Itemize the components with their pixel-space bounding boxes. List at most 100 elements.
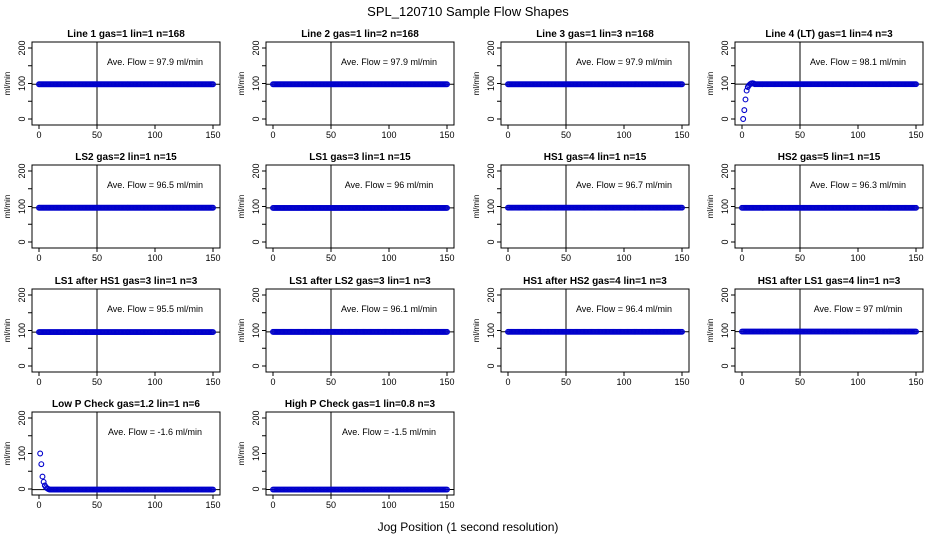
y-axis-label: ml/min [706, 72, 715, 96]
data-point [444, 81, 450, 88]
x-tick-label: 100 [616, 377, 631, 387]
x-tick-label: 50 [92, 253, 102, 263]
x-tick-label: 150 [908, 253, 923, 263]
average-flow-annotation: Ave. Flow = 96.4 ml/min [576, 304, 672, 314]
data-points [270, 328, 450, 335]
data-points [270, 204, 450, 211]
data-points [505, 81, 685, 88]
x-tick-label: 0 [36, 253, 41, 263]
x-tick-label: 150 [908, 377, 923, 387]
x-tick-label: 0 [505, 253, 510, 263]
average-flow-annotation: Ave. Flow = 97.9 ml/min [341, 57, 437, 67]
y-tick-label: 200 [17, 163, 27, 178]
panel-6: LS1 gas=3 lin=1 n=15 0 50 100 150 0 100 200 ml/m… [237, 152, 455, 263]
y-axis-label: ml/min [3, 195, 12, 219]
panel-title: LS2 gas=2 lin=1 n=15 [75, 152, 177, 163]
data-point [913, 328, 919, 335]
y-tick-label: 0 [251, 239, 261, 244]
y-axis-label: ml/min [472, 319, 481, 343]
data-point [210, 486, 216, 493]
y-tick-label: 200 [251, 287, 261, 302]
y-tick-label: 200 [251, 40, 261, 55]
x-tick-label: 100 [381, 253, 396, 263]
x-tick-label: 150 [439, 377, 454, 387]
panel-title: Line 1 gas=1 lin=1 n=168 [67, 29, 185, 40]
x-tick-label: 150 [205, 253, 220, 263]
y-tick-label: 100 [720, 199, 730, 214]
data-point [444, 204, 450, 211]
y-axis-label: ml/min [706, 319, 715, 343]
panel-7: HS1 gas=4 lin=1 n=15 0 50 100 150 0 100 200 ml/m… [472, 152, 690, 263]
x-tick-label: 150 [205, 500, 220, 510]
panel-14: High P Check gas=1 lin=0.8 n=3 0 50 100 150 0… [237, 399, 455, 510]
y-tick-label: 200 [486, 163, 496, 178]
y-tick-label: 0 [720, 116, 730, 121]
data-point [679, 204, 685, 211]
panel-title: HS1 after HS2 gas=4 lin=1 n=3 [523, 276, 667, 287]
data-point [444, 486, 450, 493]
y-tick-label: 0 [17, 239, 27, 244]
x-tick-label: 50 [795, 253, 805, 263]
y-tick-label: 100 [17, 323, 27, 338]
x-tick-label: 150 [439, 130, 454, 140]
y-tick-label: 0 [17, 363, 27, 368]
data-point [210, 329, 216, 336]
x-tick-label: 50 [326, 377, 336, 387]
x-tick-label: 0 [505, 130, 510, 140]
x-tick-label: 50 [561, 253, 571, 263]
data-points [36, 81, 216, 88]
average-flow-annotation: Ave. Flow = 96 ml/min [345, 180, 434, 190]
y-tick-label: 200 [251, 163, 261, 178]
x-tick-label: 100 [850, 130, 865, 140]
panel-1: Line 1 gas=1 lin=1 n=168 0 50 100 150 0 100 200… [3, 29, 221, 140]
y-axis-label: ml/min [472, 72, 481, 96]
y-axis-label: ml/min [237, 195, 246, 219]
y-tick-label: 200 [17, 40, 27, 55]
data-point [742, 96, 749, 103]
x-tick-label: 100 [381, 377, 396, 387]
panel-4: Line 4 (LT) gas=1 lin=4 n=3 0 50 100 150 0 100… [706, 29, 924, 140]
panel-title: LS1 gas=3 lin=1 n=15 [309, 152, 411, 163]
y-tick-label: 0 [17, 486, 27, 491]
x-tick-label: 50 [326, 130, 336, 140]
panel-10: LS1 after LS2 gas=3 lin=1 n=3 0 50 100 150 0 1… [237, 276, 455, 387]
panel-5: LS2 gas=2 lin=1 n=15 0 50 100 150 0 100 200 ml/m… [3, 152, 221, 263]
panel-12: HS1 after LS1 gas=4 lin=1 n=3 0 50 100 150 0 1… [706, 276, 924, 387]
panel-title: Line 4 (LT) gas=1 lin=4 n=3 [765, 29, 893, 40]
data-points [36, 204, 216, 211]
panel-title: HS2 gas=5 lin=1 n=15 [778, 152, 881, 163]
data-point [679, 81, 685, 88]
data-points [740, 80, 919, 122]
y-axis-label: ml/min [706, 195, 715, 219]
x-tick-label: 50 [92, 130, 102, 140]
y-tick-label: 200 [17, 410, 27, 425]
data-points [270, 486, 450, 493]
x-tick-label: 150 [205, 377, 220, 387]
data-point [913, 204, 919, 211]
y-axis-label: ml/min [3, 72, 12, 96]
x-tick-label: 0 [505, 377, 510, 387]
x-tick-label: 100 [850, 377, 865, 387]
figure-title: SPL_120710 Sample Flow Shapes [367, 4, 569, 19]
data-points [36, 329, 216, 336]
x-tick-label: 0 [739, 377, 744, 387]
y-tick-label: 0 [17, 116, 27, 121]
y-tick-label: 100 [251, 76, 261, 91]
y-tick-label: 100 [720, 76, 730, 91]
x-tick-label: 100 [381, 500, 396, 510]
data-points [739, 328, 919, 335]
x-tick-label: 50 [795, 130, 805, 140]
y-tick-label: 200 [720, 40, 730, 55]
data-points [739, 204, 919, 211]
x-tick-label: 0 [270, 130, 275, 140]
x-tick-label: 100 [616, 253, 631, 263]
y-tick-label: 0 [251, 363, 261, 368]
average-flow-annotation: Ave. Flow = 96.1 ml/min [341, 304, 437, 314]
y-tick-label: 100 [251, 199, 261, 214]
x-tick-label: 100 [147, 500, 162, 510]
x-tick-label: 50 [795, 377, 805, 387]
average-flow-annotation: Ave. Flow = -1.5 ml/min [342, 427, 436, 437]
y-tick-label: 0 [720, 363, 730, 368]
y-tick-label: 100 [17, 199, 27, 214]
y-tick-label: 200 [251, 410, 261, 425]
